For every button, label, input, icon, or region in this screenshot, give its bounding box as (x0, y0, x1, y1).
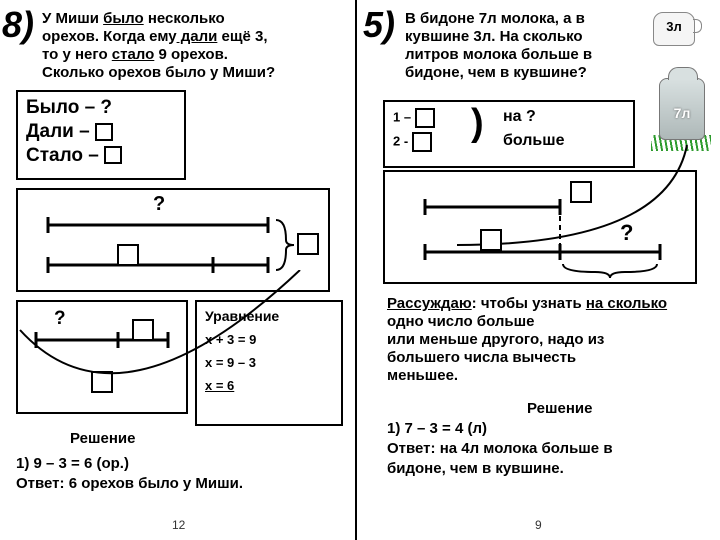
svg-text:?: ? (620, 220, 633, 245)
square-icon (104, 146, 122, 164)
right-column: 5) В бидоне 7л молока, а в кувшине 3л. Н… (357, 0, 720, 540)
p8-t3: орехов. Когда ему (42, 28, 177, 45)
segment-diagram-1: ? (18, 190, 328, 290)
reason-title: Рассуждаю (387, 295, 472, 312)
svg-text:?: ? (153, 193, 165, 215)
na-label: на ? (503, 108, 536, 126)
square-icon (95, 123, 113, 141)
rel-r2: 2 - (393, 133, 408, 148)
segment-diagram-right: ? (385, 172, 695, 282)
answer-right-1: Ответ: на 4л молока больше в (387, 440, 613, 457)
solution-step-right: 1) 7 – 3 = 4 (л) (387, 420, 487, 437)
problem-number-5: 5) (363, 4, 395, 46)
solution-label-right: Решение (527, 400, 592, 417)
answer-right-2: бидоне, чем в кувшине. (387, 460, 564, 477)
close-paren-icon: ) (471, 102, 484, 145)
p5-t4: бидоне, чем в кувшине? (405, 64, 587, 81)
left-column: 8) У Миши было несколько орехов. Когда е… (0, 0, 355, 540)
square-icon (415, 108, 435, 128)
p5-t2: кувшине 3л. На сколько (405, 28, 583, 45)
line-bylo: Было – ? (26, 96, 176, 120)
rel-r1: 1 – (393, 109, 411, 124)
page-number-9: 9 (535, 518, 542, 532)
p8-t2: несколько (144, 10, 225, 27)
eq-line-2: x = 9 – 3 (205, 355, 333, 370)
svg-text:?: ? (54, 308, 66, 329)
can-label: 7л (660, 105, 704, 121)
p8-t1: У Миши (42, 10, 103, 27)
reason-underline: на сколько (586, 295, 667, 312)
p5-t3: литров молока больше в (405, 46, 592, 63)
reason-r4: меньшее. (387, 367, 458, 384)
jug-label: 3л (654, 19, 694, 34)
square-icon (412, 132, 432, 152)
eq-line-3: x = 6 (205, 378, 234, 393)
milk-can-icon: 7л (659, 78, 705, 140)
p8-t7: Сколько орехов было у Миши? (42, 64, 275, 81)
p8-u1: было (103, 10, 144, 27)
jug-icon: 3л (653, 12, 695, 46)
problem8-text: У Миши было несколько орехов. Когда ему … (42, 10, 342, 82)
diagram1-box: ? (16, 188, 330, 292)
dali-label: Дали – (26, 121, 90, 142)
reason-r2: или меньше другого, надо из (387, 331, 604, 348)
answer-left: Ответ: 6 орехов было у Миши. (16, 475, 243, 492)
relation-box: 1 – 2 - ) на ? больше (383, 100, 635, 168)
line-stalo: Стало – (26, 144, 176, 168)
rel-row-2: 2 - (393, 132, 432, 152)
bolshe-label: больше (503, 132, 565, 150)
equation-box: Уравнение x + 3 = 9 x = 9 – 3 x = 6 (195, 300, 343, 426)
given-box: Было – ? Дали – Стало – (16, 90, 186, 180)
segment-diagram-2: ? (18, 302, 186, 412)
solution-step-left: 1) 9 – 3 = 6 (ор.) (16, 455, 129, 472)
p8-t6: 9 орехов. (154, 46, 228, 63)
reasoning-text: Рассуждаю: чтобы узнать на сколько одно … (387, 295, 697, 385)
reason-r1: одно число больше (387, 313, 534, 330)
solution-label-left: Решение (70, 430, 135, 447)
reason-r3: большего числа вычесть (387, 349, 576, 366)
p8-u2: дали (177, 28, 218, 45)
p8-t5: то у него (42, 46, 112, 63)
diagram-right-box: ? (383, 170, 697, 284)
eq-line-1: x + 3 = 9 (205, 332, 333, 347)
rel-row-1: 1 – (393, 108, 435, 128)
page: 8) У Миши было несколько орехов. Когда е… (0, 0, 720, 540)
p5-t1: В бидоне 7л молока, а в (405, 10, 585, 27)
diagram2-box: ? (16, 300, 188, 414)
line-dali: Дали – (26, 120, 176, 144)
reason-txt1: : чтобы узнать (472, 295, 586, 312)
p8-u3: стало (112, 46, 155, 63)
problem5-text: В бидоне 7л молока, а в кувшине 3л. На с… (405, 10, 640, 82)
page-number-12: 12 (172, 518, 185, 532)
stalo-label: Стало – (26, 145, 99, 166)
equation-title: Уравнение (205, 308, 333, 324)
problem-number-8: 8) (2, 4, 34, 46)
p8-t4: ещё 3, (217, 28, 267, 45)
